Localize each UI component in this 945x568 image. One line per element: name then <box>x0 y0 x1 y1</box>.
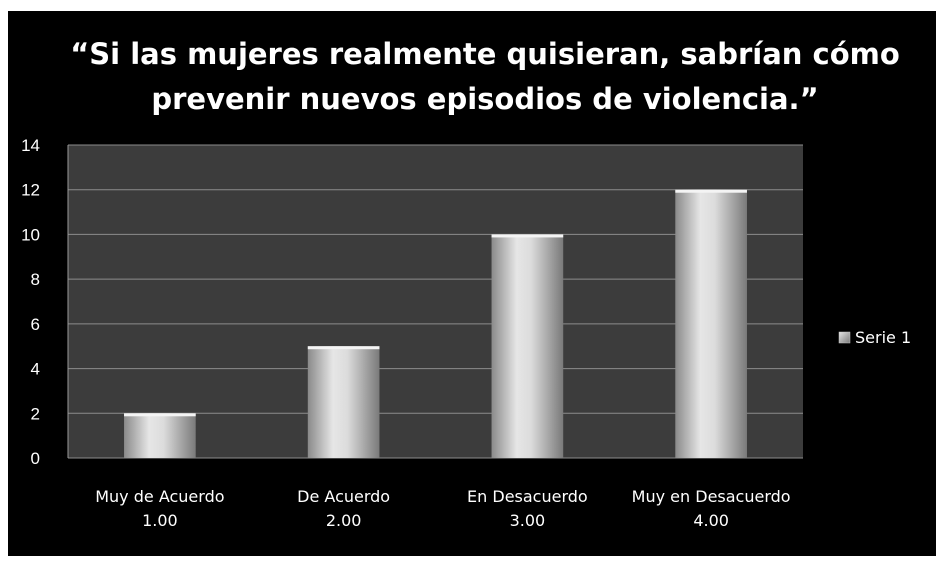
bar <box>675 189 747 458</box>
x-category-code: 3.00 <box>510 511 546 530</box>
x-axis: Muy de Acuerdo 1.00 De Acuerdo 2.00 En Desac… <box>95 487 790 530</box>
legend-label: Serie 1 <box>855 328 911 347</box>
x-category-label: En Desacuerdo <box>467 487 588 506</box>
y-tick-label: 4 <box>31 360 40 379</box>
y-tick-label: 12 <box>21 181 40 200</box>
y-tick-label: 0 <box>31 449 40 468</box>
bar <box>124 413 196 458</box>
bar-series <box>124 189 747 458</box>
chart-title-line-2: prevenir nuevos episodios de violencia.” <box>151 82 818 116</box>
bar <box>491 234 564 458</box>
x-category-label: Muy en Desacuerdo <box>632 487 791 506</box>
y-axis: 0 2 4 6 8 10 12 14 <box>21 136 69 468</box>
y-tick-label: 10 <box>21 225 40 244</box>
x-category-code: 2.00 <box>326 511 362 530</box>
y-tick-label: 2 <box>31 404 40 423</box>
bar-top-highlight <box>124 413 196 417</box>
y-tick-label: 8 <box>31 270 40 289</box>
chart-title-line-1: “Si las mujeres realmente quisieran, sab… <box>70 37 900 71</box>
bar-top-highlight <box>307 346 380 350</box>
x-category-code: 1.00 <box>142 511 178 530</box>
x-category-label: Muy de Acuerdo <box>95 487 224 506</box>
y-tick-label: 6 <box>31 315 40 334</box>
legend-swatch <box>838 331 851 344</box>
bar <box>307 346 380 458</box>
legend: Serie 1 <box>838 328 911 347</box>
bar-top-highlight <box>675 189 747 193</box>
y-tick-label: 14 <box>21 136 40 155</box>
x-category-label: De Acuerdo <box>297 487 390 506</box>
bar-top-highlight <box>491 234 564 238</box>
chart-title: “Si las mujeres realmente quisieran, sab… <box>70 37 900 116</box>
x-category-code: 4.00 <box>693 511 729 530</box>
